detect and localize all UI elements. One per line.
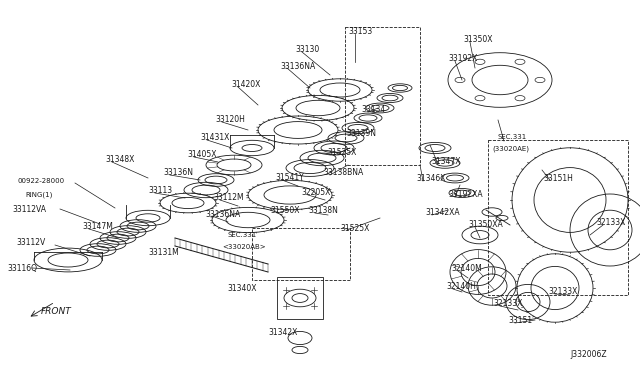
Text: 33151: 33151 [508, 316, 532, 325]
Text: 31525X: 31525X [327, 148, 356, 157]
Text: 32140M: 32140M [451, 264, 482, 273]
Text: 00922-28000: 00922-28000 [18, 178, 65, 184]
Text: 32133X: 32133X [596, 218, 625, 227]
Text: 33151H: 33151H [543, 174, 573, 183]
Text: 33131M: 33131M [148, 248, 179, 257]
Text: 33136NA: 33136NA [280, 62, 316, 71]
Text: 33153: 33153 [348, 27, 372, 36]
Text: 33138N: 33138N [308, 206, 338, 215]
Text: 32133X: 32133X [493, 299, 522, 308]
Text: 33112VA: 33112VA [12, 205, 46, 214]
Text: 33120H: 33120H [215, 115, 245, 124]
Text: 31348X: 31348X [105, 155, 134, 164]
Text: 31346X: 31346X [416, 174, 445, 183]
Text: 33112V: 33112V [16, 238, 45, 247]
Text: 32140H: 32140H [446, 282, 476, 291]
Text: RING(1): RING(1) [25, 191, 52, 198]
Text: 31340X: 31340X [227, 284, 257, 293]
Text: 31350XA: 31350XA [468, 220, 503, 229]
Text: FRONT: FRONT [41, 307, 72, 316]
Text: 33112M: 33112M [213, 193, 244, 202]
Text: 32133X: 32133X [548, 287, 577, 296]
Text: 31420X: 31420X [231, 80, 260, 89]
Text: 33138BNA: 33138BNA [323, 168, 364, 177]
Text: 31342XA: 31342XA [425, 208, 460, 217]
Text: <33020AB>: <33020AB> [222, 244, 266, 250]
Text: 32205X: 32205X [301, 188, 330, 197]
Text: 33136N: 33136N [163, 168, 193, 177]
Text: 31405X: 31405X [187, 150, 216, 159]
Text: 33113: 33113 [148, 186, 172, 195]
Text: 31347X: 31347X [431, 157, 461, 166]
Text: 31342X: 31342X [268, 328, 298, 337]
Text: 33136NA: 33136NA [205, 210, 240, 219]
Text: 31431X: 31431X [200, 133, 229, 142]
Text: 33192X: 33192X [448, 54, 477, 63]
Text: 31525X: 31525X [340, 224, 369, 233]
Text: 33147M: 33147M [82, 222, 113, 231]
Text: 33116Q: 33116Q [7, 264, 37, 273]
Bar [277, 277, 323, 319]
Text: 31550X: 31550X [270, 206, 300, 215]
Text: (33020AE): (33020AE) [492, 146, 529, 153]
Text: 31350X: 31350X [463, 35, 493, 44]
Text: SEC.331: SEC.331 [228, 232, 257, 238]
Text: 33139N: 33139N [346, 129, 376, 138]
Text: 33192XA: 33192XA [448, 190, 483, 199]
Text: SEC.331: SEC.331 [497, 134, 526, 140]
Text: J332006Z: J332006Z [570, 350, 607, 359]
Text: 33130: 33130 [295, 45, 319, 54]
Text: 31541Y: 31541Y [275, 173, 304, 182]
Text: 33134: 33134 [361, 105, 385, 114]
